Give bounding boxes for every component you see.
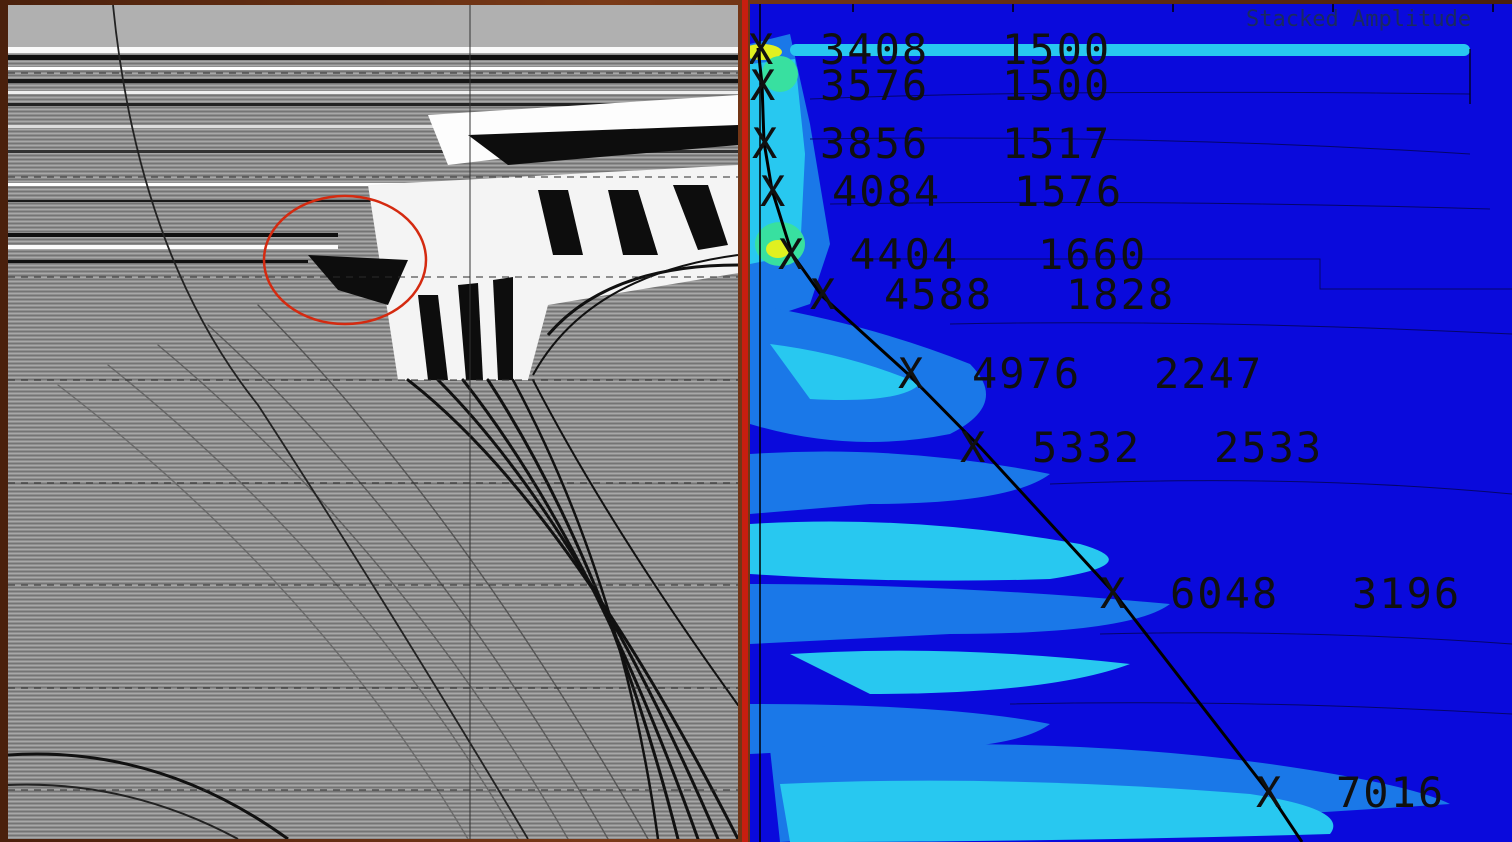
- pick-marker: X: [898, 349, 925, 398]
- pick-marker: X: [1256, 768, 1283, 817]
- pick-time: 3408: [820, 25, 929, 74]
- pick-marker: X: [760, 167, 787, 216]
- pick-velocity: 1576: [1014, 167, 1123, 216]
- direct-arrival-curves: [8, 5, 738, 839]
- pick-marker: X: [750, 25, 775, 74]
- pick-marker: X: [960, 423, 987, 472]
- pick-time: 3576: [820, 61, 929, 110]
- pick-velocity: 1500: [1002, 25, 1111, 74]
- velocity-function-line: [756, 47, 1304, 842]
- pick-marker: X: [1100, 569, 1127, 618]
- pick-marker: X: [778, 230, 805, 279]
- pick-time: 4084: [832, 167, 941, 216]
- panel-title: Stacked Amplitude: [1246, 7, 1471, 32]
- pick-velocity: 1517: [1002, 119, 1111, 168]
- top-axis-ticks: [852, 4, 1494, 12]
- pick-velocity: 2247: [1154, 349, 1263, 398]
- pick-marker: X: [810, 270, 837, 319]
- pick-time: 3856: [820, 119, 929, 168]
- semblance-contours: [750, 34, 1470, 842]
- pick-time: 4588: [884, 270, 993, 319]
- pick-velocity: 1660: [1038, 230, 1147, 279]
- highlight-circle: [262, 194, 428, 326]
- seismic-gather-svg: [8, 5, 738, 839]
- time-gridlines: [8, 72, 738, 791]
- velocity-semblance-panel: Stacked Amplitude X 3408 1500 X 3576 150…: [750, 4, 1512, 842]
- pick-velocity: 2533: [1214, 423, 1323, 472]
- pick-time: 4976: [972, 349, 1081, 398]
- pick-velocity: 3196: [1352, 569, 1461, 618]
- pick-marker: X: [752, 119, 779, 168]
- horizontal-reflections: [8, 5, 738, 263]
- pick-time: 7016: [1336, 768, 1445, 817]
- pick-time: 6048: [1170, 569, 1279, 618]
- pick-time: 4404: [850, 230, 959, 279]
- pick-velocity: 1828: [1066, 270, 1175, 319]
- semblance-svg: Stacked Amplitude X 3408 1500 X 3576 150…: [750, 4, 1512, 842]
- pick-marker: X: [750, 61, 777, 110]
- pick-velocity: 1500: [1002, 61, 1111, 110]
- contour-lines: [759, 4, 1512, 842]
- velocity-picks: X 3408 1500 X 3576 1500 X 3856 1517 X 40…: [750, 25, 1461, 817]
- pick-time: 5332: [1032, 423, 1141, 472]
- seismic-gather-panel: [8, 5, 738, 839]
- refraction-fan: [57, 304, 738, 839]
- panel-divider: [742, 0, 748, 842]
